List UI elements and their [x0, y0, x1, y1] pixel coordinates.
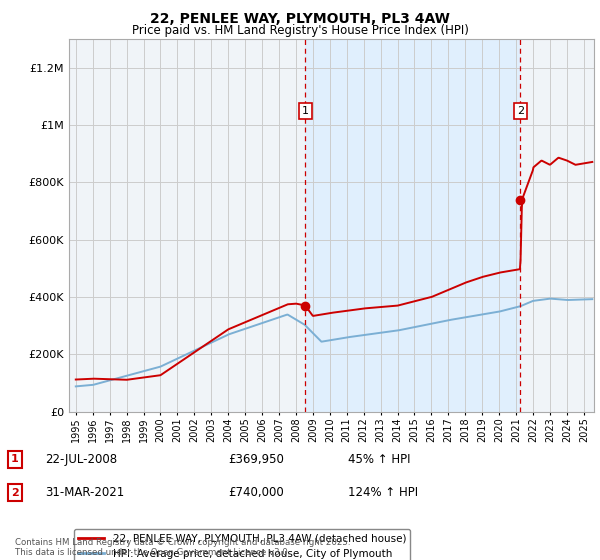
- Text: 2: 2: [517, 106, 524, 116]
- Text: 2: 2: [11, 488, 19, 498]
- Text: 1: 1: [302, 106, 309, 116]
- Text: 22, PENLEE WAY, PLYMOUTH, PL3 4AW: 22, PENLEE WAY, PLYMOUTH, PL3 4AW: [150, 12, 450, 26]
- Text: 124% ↑ HPI: 124% ↑ HPI: [348, 486, 418, 500]
- Text: Contains HM Land Registry data © Crown copyright and database right 2025.
This d: Contains HM Land Registry data © Crown c…: [15, 538, 350, 557]
- Text: £369,950: £369,950: [228, 452, 284, 466]
- Text: 22-JUL-2008: 22-JUL-2008: [45, 452, 117, 466]
- Legend: 22, PENLEE WAY, PLYMOUTH, PL3 4AW (detached house), HPI: Average price, detached: 22, PENLEE WAY, PLYMOUTH, PL3 4AW (detac…: [74, 529, 410, 560]
- Text: 31-MAR-2021: 31-MAR-2021: [45, 486, 124, 500]
- Text: Price paid vs. HM Land Registry's House Price Index (HPI): Price paid vs. HM Land Registry's House …: [131, 24, 469, 36]
- Text: 45% ↑ HPI: 45% ↑ HPI: [348, 452, 410, 466]
- Text: £740,000: £740,000: [228, 486, 284, 500]
- Bar: [305, 39, 520, 412]
- Text: 1: 1: [11, 454, 19, 464]
